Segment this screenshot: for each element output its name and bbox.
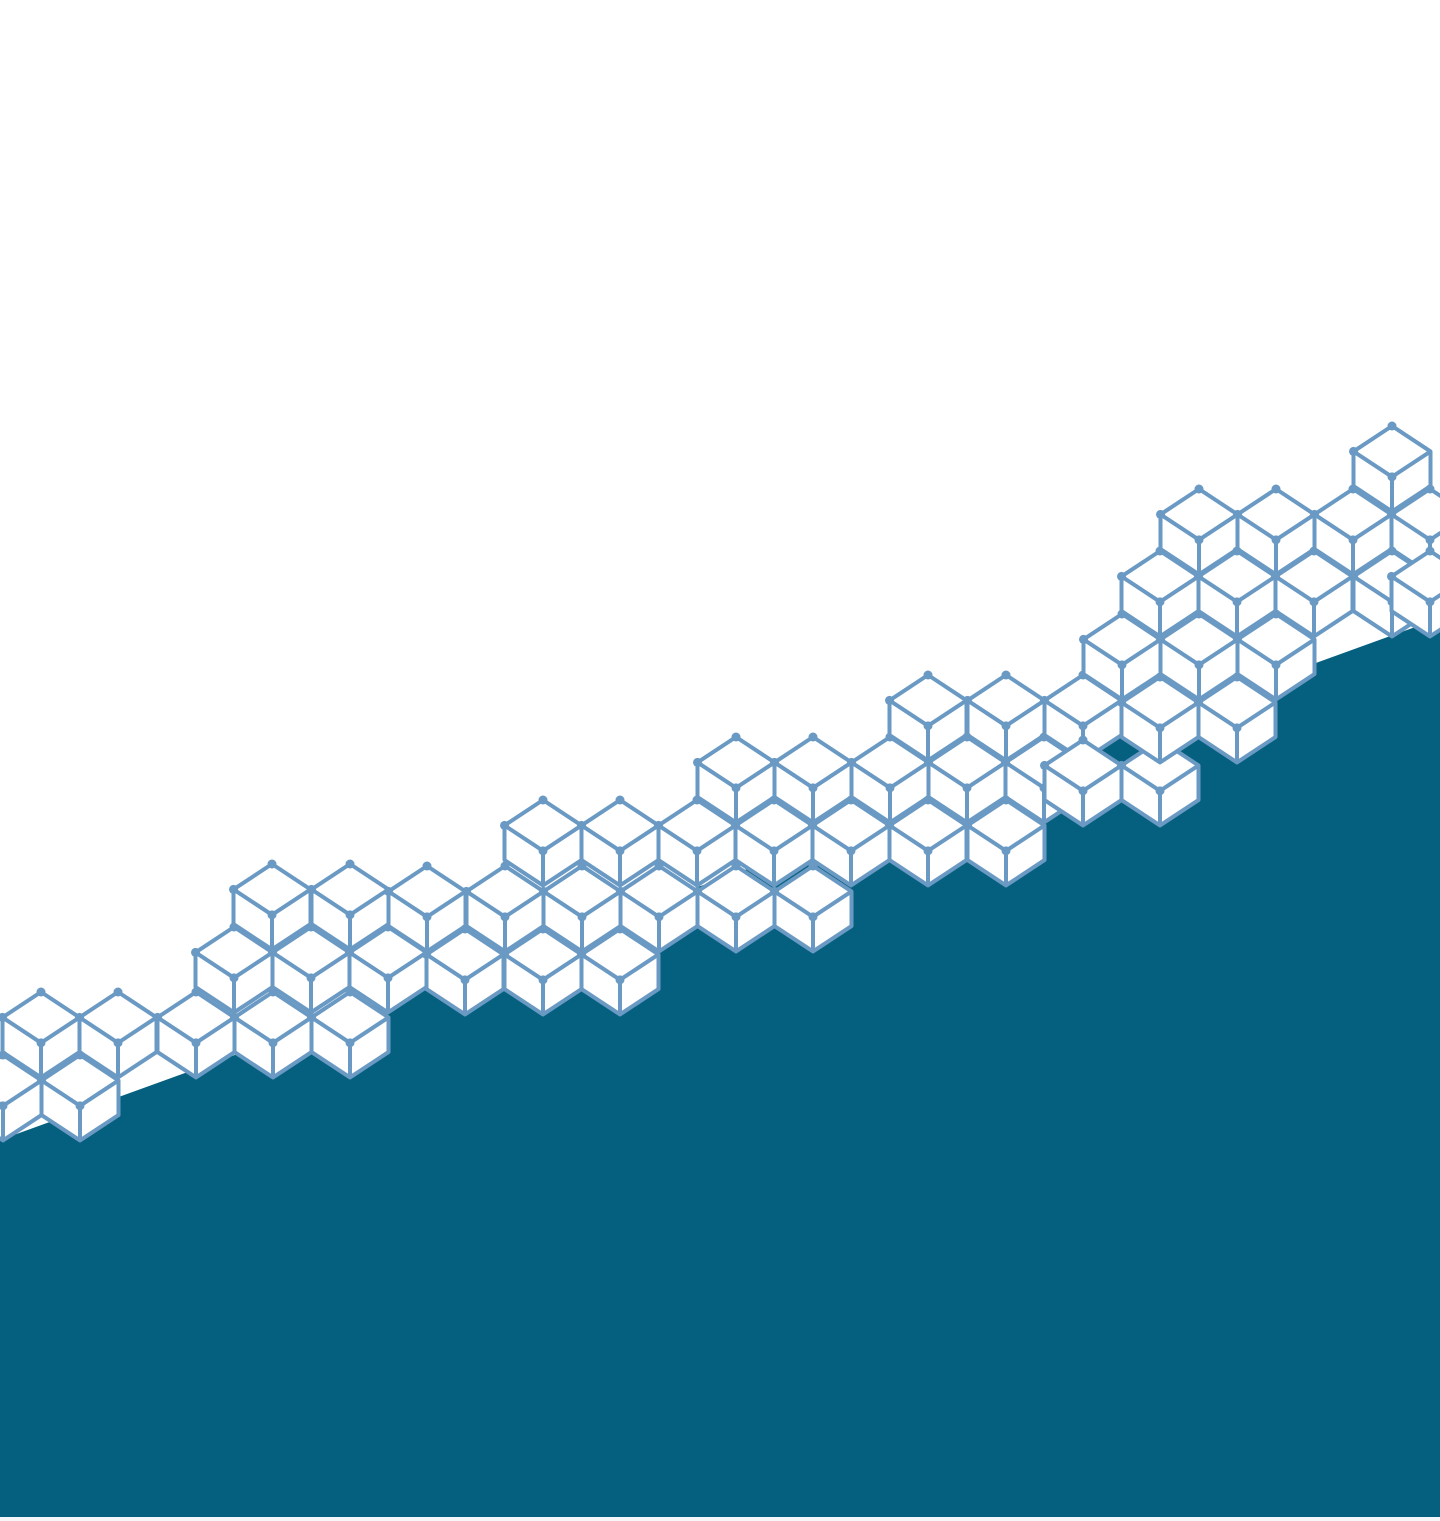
cube-outline [307, 987, 391, 1080]
cube-outline [1310, 484, 1394, 577]
cube-outline [1117, 672, 1201, 765]
cube-outline [963, 795, 1047, 888]
cube-outline [963, 670, 1047, 763]
cube-outline [307, 859, 391, 952]
cube-outline [808, 795, 892, 888]
cube-outline [191, 922, 275, 1015]
bottom-strip [0, 1517, 1440, 1521]
cube-outline [1233, 609, 1317, 702]
cube-outline [153, 987, 237, 1080]
cube-outline [1271, 546, 1355, 639]
cube-outline [1194, 672, 1278, 765]
cube-outline [693, 861, 777, 954]
cube-outline [75, 987, 159, 1080]
cube-outline [847, 732, 931, 825]
cube-outline [1387, 546, 1440, 639]
cube-pattern [0, 421, 1440, 1143]
cube-outline [924, 732, 1008, 825]
teal-fill-region [0, 618, 1440, 1521]
cube-outline [770, 861, 854, 954]
cube-outline [577, 924, 661, 1017]
cube-outline [37, 1050, 121, 1143]
cube-outline [1117, 546, 1201, 639]
cube-outline [1079, 609, 1163, 702]
